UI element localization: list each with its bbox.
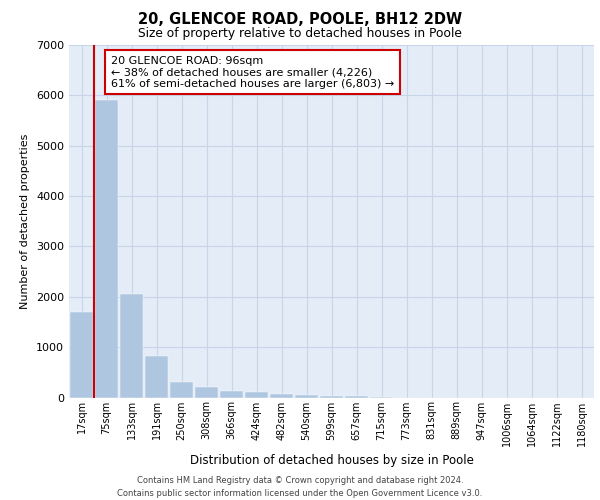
- Text: Size of property relative to detached houses in Poole: Size of property relative to detached ho…: [138, 28, 462, 40]
- Bar: [195, 388, 218, 398]
- Bar: [70, 312, 93, 398]
- Bar: [145, 356, 168, 398]
- Text: Contains HM Land Registry data © Crown copyright and database right 2024.
Contai: Contains HM Land Registry data © Crown c…: [118, 476, 482, 498]
- Bar: [120, 294, 143, 398]
- Bar: [220, 391, 243, 398]
- Bar: [270, 394, 293, 398]
- Text: 20, GLENCOE ROAD, POOLE, BH12 2DW: 20, GLENCOE ROAD, POOLE, BH12 2DW: [138, 12, 462, 28]
- Bar: [245, 392, 268, 398]
- Y-axis label: Number of detached properties: Number of detached properties: [20, 134, 31, 309]
- Bar: [170, 382, 193, 398]
- Bar: [295, 395, 318, 398]
- X-axis label: Distribution of detached houses by size in Poole: Distribution of detached houses by size …: [190, 454, 473, 467]
- Bar: [95, 100, 118, 398]
- Bar: [345, 396, 368, 398]
- Bar: [320, 396, 343, 398]
- Text: 20 GLENCOE ROAD: 96sqm
← 38% of detached houses are smaller (4,226)
61% of semi-: 20 GLENCOE ROAD: 96sqm ← 38% of detached…: [111, 56, 394, 89]
